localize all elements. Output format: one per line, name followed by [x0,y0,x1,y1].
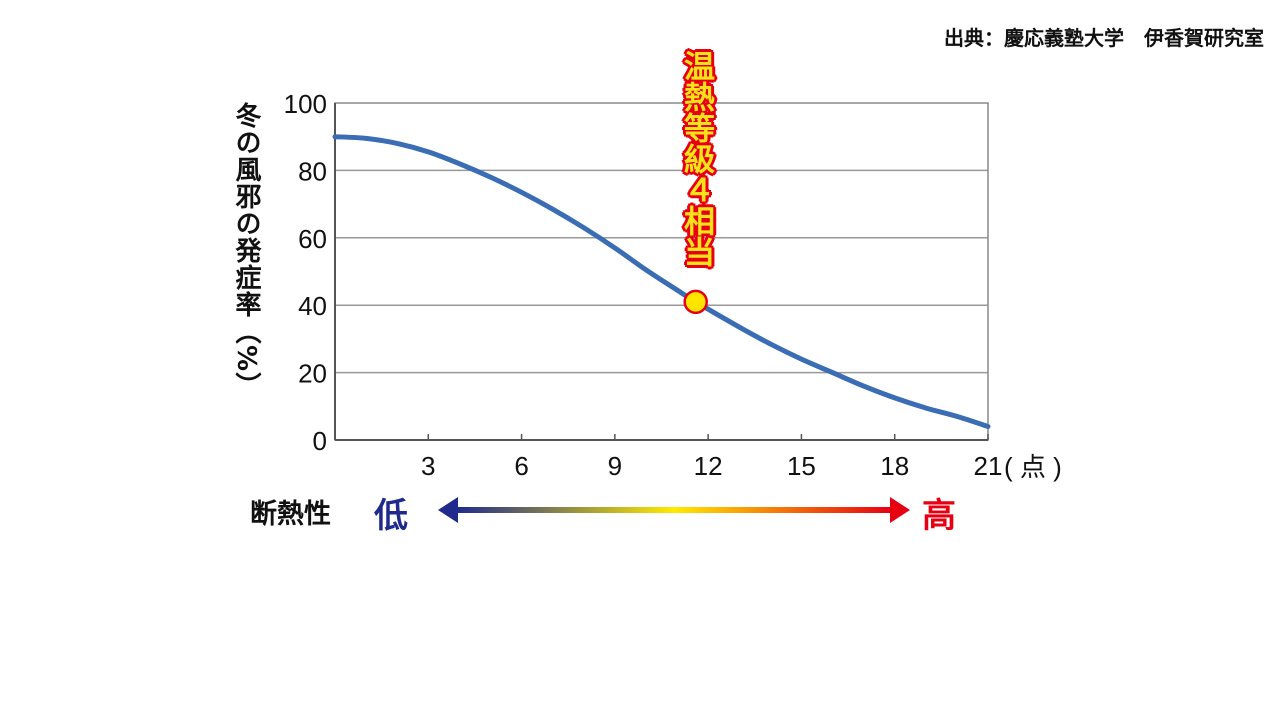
x-tick-label: 12 [694,451,723,481]
insulation-label: 断熱性 [250,499,331,530]
y-tick-label: 20 [298,359,327,389]
x-tick-label: 6 [514,451,528,481]
x-tick-labels: 3 6 9 12 15 18 21 [421,434,1002,481]
y-tick-label: 60 [298,224,327,254]
insulation-arrow [438,497,910,523]
series-line [332,134,991,430]
y-axis-label: 冬の風邪の発症率（%） [231,102,261,400]
high-label: 高 [922,496,956,536]
x-tick-label: 3 [421,451,435,481]
low-label: 低 [374,496,408,536]
y-tick-label: 80 [298,156,327,186]
x-tick-label: 15 [787,451,816,481]
x-tick-label: 9 [608,451,622,481]
grid-lines [335,169,988,374]
source-citation: 出典：慶応義塾大学 伊香賀研究室 [944,26,1264,50]
annotation-insulation-grade: 温熱等級４相当 [678,50,714,267]
y-tick-label: 0 [313,426,327,456]
highlight-marker [683,289,708,315]
y-tick-label: 100 [284,89,327,119]
arrow-head-right [890,497,910,523]
y-tick-labels: 0 20 40 60 80 100 [284,89,327,456]
y-tick-label: 40 [298,291,327,321]
x-tick-label: 21 [974,451,1003,481]
arrow-head-left [438,497,458,523]
x-axis-unit-label: ( 点 ) [1004,452,1062,482]
gradient-bar [456,507,892,513]
x-tick-label: 18 [880,451,909,481]
